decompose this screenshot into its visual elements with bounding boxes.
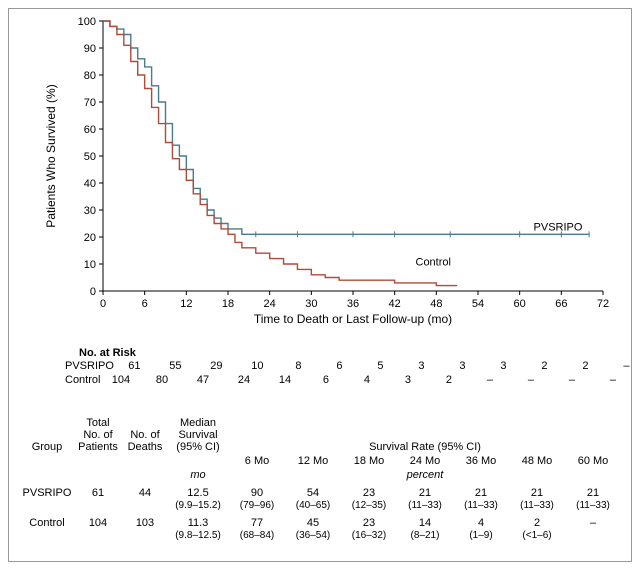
svg-text:48: 48 <box>430 298 442 310</box>
svg-text:0: 0 <box>100 298 106 310</box>
svg-text:PVSRIPO: PVSRIPO <box>534 221 583 233</box>
table-row: PVSRIPO614412.5(9.9–15.2)90(79–96)54(40–… <box>21 487 621 511</box>
survival-chart: 0 10 20 30 40 50 60 70 80 90 100 0 6 12 18 24 30 36 42 48 54… <box>9 9 629 341</box>
svg-text:80: 80 <box>84 70 96 82</box>
svg-text:Time to Death or Last Follow-u: Time to Death or Last Follow-up (mo) <box>254 312 452 326</box>
svg-text:18: 18 <box>222 298 234 310</box>
svg-text:Patients Who Survived (%): Patients Who Survived (%) <box>44 84 58 227</box>
svg-text:30: 30 <box>84 205 96 217</box>
svg-text:12: 12 <box>180 298 192 310</box>
svg-text:40: 40 <box>84 178 96 190</box>
svg-text:60: 60 <box>514 298 526 310</box>
svg-text:60: 60 <box>84 124 96 136</box>
svg-text:66: 66 <box>555 298 567 310</box>
svg-text:20: 20 <box>84 232 96 244</box>
at-risk-row: Control104804724146432–––– <box>61 373 621 387</box>
summary-table: GroupTotalNo. ofPatientsNo. ofDeathsMedi… <box>21 417 621 541</box>
svg-text:54: 54 <box>472 298 484 310</box>
svg-text:Control: Control <box>416 256 451 268</box>
svg-text:42: 42 <box>389 298 401 310</box>
at-risk-table: No. at Risk PVSRIPO6155291086533322–Cont… <box>61 347 621 387</box>
at-risk-title: No. at Risk <box>79 347 621 359</box>
svg-text:100: 100 <box>78 16 96 28</box>
svg-text:30: 30 <box>305 298 317 310</box>
svg-text:90: 90 <box>84 43 96 55</box>
svg-text:10: 10 <box>84 259 96 271</box>
svg-text:36: 36 <box>347 298 359 310</box>
svg-text:72: 72 <box>597 298 609 310</box>
at-risk-label: Control <box>61 374 100 386</box>
at-risk-row: PVSRIPO6155291086533322– <box>61 359 621 373</box>
svg-text:0: 0 <box>90 286 96 298</box>
svg-text:6: 6 <box>142 298 148 310</box>
at-risk-label: PVSRIPO <box>61 360 114 372</box>
svg-text:24: 24 <box>264 298 276 310</box>
svg-text:70: 70 <box>84 97 96 109</box>
svg-text:50: 50 <box>84 151 96 163</box>
table-row: Control10410311.3(9.8–12.5)77(68–84)45(3… <box>21 517 621 541</box>
